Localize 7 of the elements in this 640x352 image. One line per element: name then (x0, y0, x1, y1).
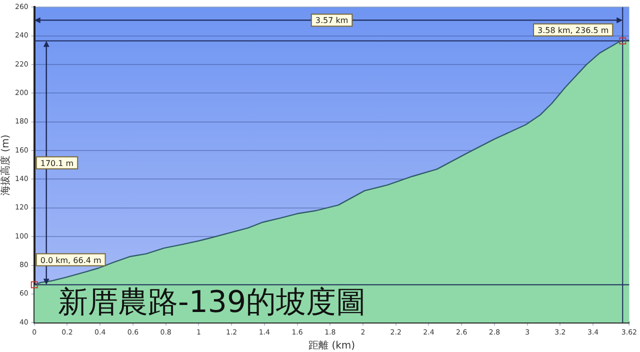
x-axis-title: 距離 (km) (308, 340, 356, 352)
annotation: 170.1 m (40, 158, 74, 168)
annotation: 3.58 km, 236.5 m (538, 26, 609, 35)
y-axis-title: 海拔高度 (m) (0, 134, 12, 196)
annotation: 3.57 km (315, 16, 348, 26)
text: 新厝農路-139的坡度圖 (58, 285, 366, 320)
annotation: 0.0 km, 66.4 m (40, 256, 102, 265)
